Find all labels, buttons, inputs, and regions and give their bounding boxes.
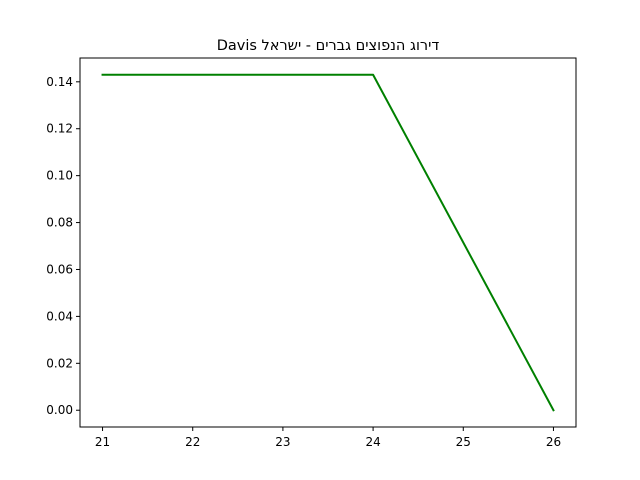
plot-area-frame	[79, 57, 577, 428]
x-tick-label: 24	[365, 435, 380, 449]
y-axis: 0.00 0.02 0.04 0.06 0.08 0.10 0.12 0.14	[46, 75, 80, 417]
y-tick-label: 0.10	[46, 169, 73, 183]
x-tick-label: 22	[185, 435, 200, 449]
y-tick-label: 0.00	[46, 403, 73, 417]
x-tick-label: 23	[275, 435, 290, 449]
series-line	[101, 73, 555, 412]
x-tick-label: 25	[456, 435, 471, 449]
x-tick-label: 21	[95, 435, 110, 449]
series-layer	[101, 73, 555, 412]
x-axis: 21 22 23 24 25 26	[95, 427, 561, 449]
chart-title: Davis דירוג הנפוצים גברים - ישראל	[217, 38, 440, 54]
y-tick-label: 0.04	[46, 309, 73, 323]
y-tick-label: 0.14	[46, 75, 73, 89]
x-tick-label: 26	[546, 435, 561, 449]
y-tick-label: 0.08	[46, 216, 73, 230]
y-tick-label: 0.12	[46, 122, 73, 136]
y-tick-label: 0.06	[46, 262, 73, 276]
y-tick-label: 0.02	[46, 356, 73, 370]
